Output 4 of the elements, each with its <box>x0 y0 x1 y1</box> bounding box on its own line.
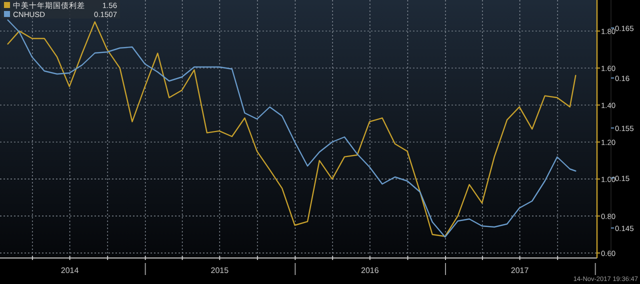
x-tick-label: 2014 <box>60 266 80 275</box>
x-tick-label: 2016 <box>361 266 380 275</box>
x-tick-label: 2015 <box>210 266 230 275</box>
x-tick-label: 2017 <box>510 266 530 275</box>
